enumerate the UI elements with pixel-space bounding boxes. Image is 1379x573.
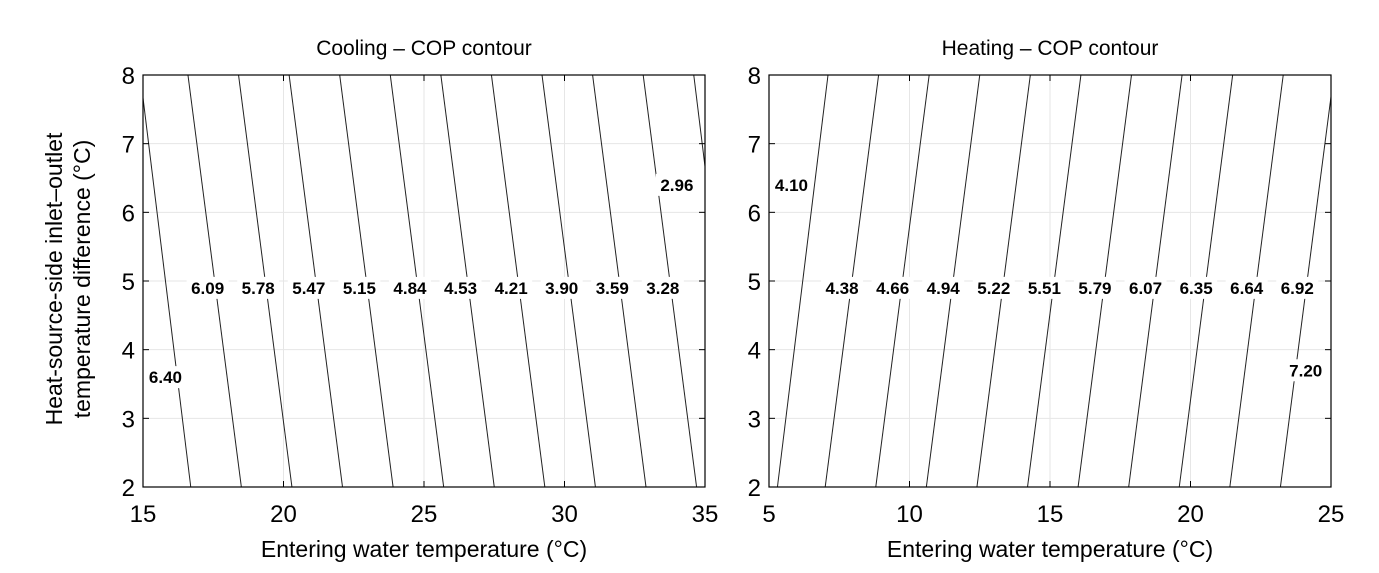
contour-label-background xyxy=(540,276,583,299)
contour-label: 4.84 xyxy=(393,279,427,298)
contour-label-background xyxy=(821,276,864,299)
contour-label-background xyxy=(1023,276,1066,299)
contour-label-background xyxy=(1175,276,1218,299)
contour-label: 4.21 xyxy=(495,279,528,298)
y-tick-label: 4 xyxy=(748,338,761,365)
contour-label-background xyxy=(186,276,229,299)
contour-labels: 6.40 6.09 5.78 5.47 5.15 4.84 4.53 4.21 3.90 3.59… xyxy=(144,173,698,389)
x-tick-label: 15 xyxy=(130,501,157,528)
y-tick-label: 6 xyxy=(122,200,135,227)
cooling-cop-chart: 6.40 6.09 5.78 5.47 5.15 4.84 4.53 4.21 3.90 3.59… xyxy=(41,37,719,562)
contour-label-background xyxy=(1225,276,1268,299)
contour-label: 4.66 xyxy=(876,279,909,298)
x-tick-label: 20 xyxy=(270,501,297,528)
x-axis-label: Entering water temperature (°C) xyxy=(261,536,587,562)
contour-label: 6.40 xyxy=(149,368,182,387)
contour-label: 6.64 xyxy=(1230,279,1264,298)
y-tick-label: 8 xyxy=(122,63,135,90)
y-axis-label: temperature difference (°C) xyxy=(69,140,95,419)
y-tick-label: 5 xyxy=(748,269,761,296)
contour-label-background xyxy=(1276,276,1319,299)
x-tick-label: 10 xyxy=(896,501,923,528)
contour-label: 5.15 xyxy=(343,279,376,298)
contour-label: 6.92 xyxy=(1281,279,1314,298)
contour-labels: 4.10 4.38 4.66 4.94 5.22 5.51 5.79 6.07 6.35 6.64… xyxy=(770,173,1327,382)
chart-title: Heating – COP contour xyxy=(942,37,1159,60)
y-tick-label: 6 xyxy=(748,200,761,227)
contour-label: 5.78 xyxy=(242,279,275,298)
contour-label-background xyxy=(338,276,381,299)
y-tick-label: 3 xyxy=(122,406,135,433)
contour-label: 4.53 xyxy=(444,279,477,298)
contour-label: 3.90 xyxy=(545,279,578,298)
y-tick-label: 3 xyxy=(748,406,761,433)
contour-label: 7.20 xyxy=(1289,361,1322,380)
contour-label-background xyxy=(972,276,1015,299)
chart-title: Cooling – COP contour xyxy=(316,37,532,60)
contour-label: 4.38 xyxy=(826,279,859,298)
contour-label: 4.10 xyxy=(775,176,808,195)
contour-label-background xyxy=(770,173,813,196)
contour-label: 6.09 xyxy=(191,279,224,298)
x-tick-label: 5 xyxy=(762,501,775,528)
y-axis-label: Heat-source-side inlet–outlet xyxy=(41,132,67,425)
contour-label-background xyxy=(144,366,187,389)
contour-label: 5.79 xyxy=(1078,279,1111,298)
contour-label: 4.94 xyxy=(927,279,961,298)
contour-label: 6.35 xyxy=(1180,279,1213,298)
axis-ticks: 15 20 25 30 35 2 3 4 5 6 7 8 xyxy=(122,63,719,528)
contour-label-background xyxy=(388,276,431,299)
x-tick-label: 25 xyxy=(411,501,438,528)
contour-label-background xyxy=(1073,276,1116,299)
contour-label-background xyxy=(591,276,634,299)
x-tick-label: 25 xyxy=(1318,501,1345,528)
y-tick-label: 2 xyxy=(122,475,135,502)
x-tick-label: 35 xyxy=(692,501,719,528)
contour-label: 6.07 xyxy=(1129,279,1162,298)
contour-label-background xyxy=(237,276,280,299)
contour-label: 2.96 xyxy=(660,176,693,195)
y-tick-label: 7 xyxy=(748,132,761,159)
contour-label-background xyxy=(1124,276,1167,299)
x-tick-label: 15 xyxy=(1037,501,1064,528)
contour-line xyxy=(1330,483,1331,487)
contour-label-background xyxy=(871,276,914,299)
x-tick-label: 20 xyxy=(1177,501,1204,528)
y-tick-label: 2 xyxy=(748,475,761,502)
y-tick-label: 5 xyxy=(122,269,135,296)
contour-label: 5.47 xyxy=(292,279,325,298)
contour-line xyxy=(776,75,829,487)
contour-label: 3.28 xyxy=(646,279,679,298)
y-tick-label: 7 xyxy=(122,132,135,159)
y-tick-label: 4 xyxy=(122,338,135,365)
contour-label-background xyxy=(922,276,965,299)
contour-label-background xyxy=(1284,359,1327,382)
contour-label: 3.59 xyxy=(596,279,629,298)
heating-cop-chart: 4.10 4.38 4.66 4.94 5.22 5.51 5.79 6.07 6.35 6.64… xyxy=(748,37,1345,562)
contour-label: 5.51 xyxy=(1028,279,1061,298)
contour-label-background xyxy=(490,276,533,299)
contour-label: 5.22 xyxy=(977,279,1010,298)
y-tick-label: 8 xyxy=(748,63,761,90)
x-tick-label: 30 xyxy=(551,501,578,528)
contour-label-background xyxy=(641,276,684,299)
contour-label-background xyxy=(439,276,482,299)
contour-label-background xyxy=(655,173,698,196)
x-axis-label: Entering water temperature (°C) xyxy=(887,536,1213,562)
axis-ticks: 5 10 15 20 25 2 3 4 5 6 7 8 xyxy=(748,63,1345,528)
contour-label-background xyxy=(287,276,330,299)
